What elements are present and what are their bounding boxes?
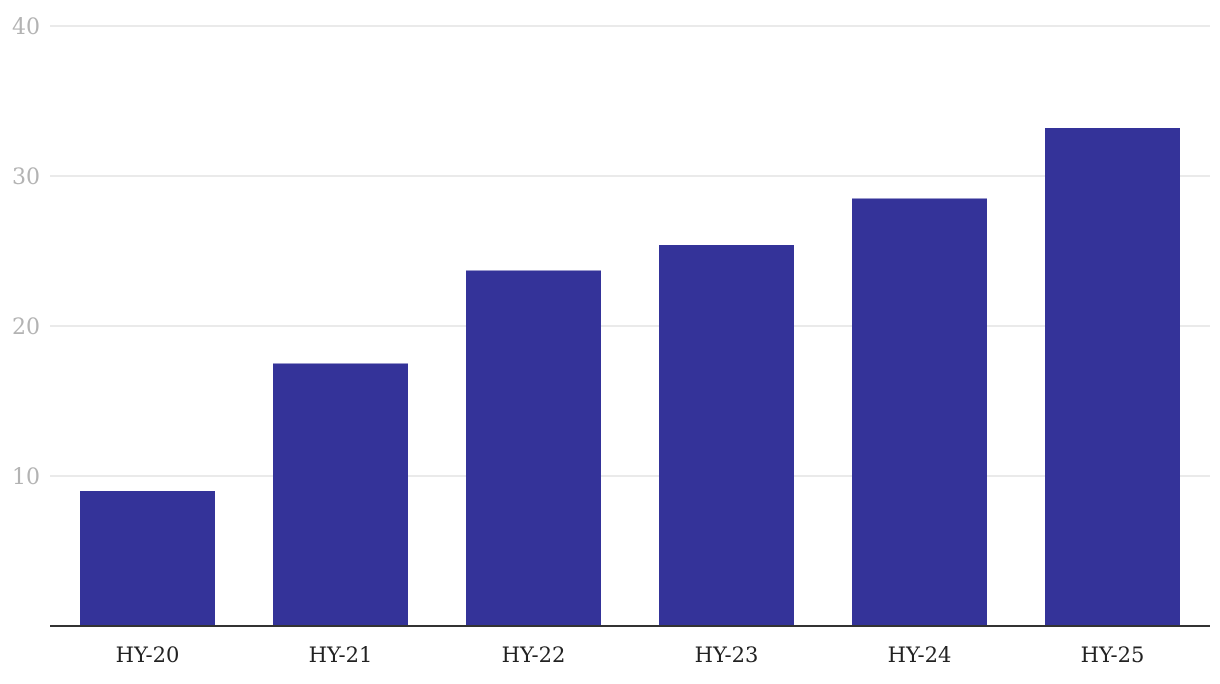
y-tick-label: 40: [12, 15, 40, 40]
x-tick-label: HY-25: [1081, 643, 1145, 667]
x-tick-label: HY-24: [888, 643, 952, 667]
y-axis-tick-labels: 10 20 30 40: [12, 15, 40, 490]
x-tick-label: HY-22: [502, 643, 566, 667]
bar-hy-22: [466, 270, 601, 626]
x-axis-tick-labels: HY-20 HY-21 HY-22 HY-23 HY-24 HY-25: [116, 643, 1145, 667]
y-tick-label: 30: [12, 165, 40, 190]
x-tick-label: HY-23: [695, 643, 759, 667]
y-tick-label: 10: [12, 465, 40, 490]
bar-hy-21: [273, 363, 408, 626]
bar-hy-25: [1045, 128, 1180, 626]
gridlines: [50, 25, 1210, 477]
x-tick-label: HY-20: [116, 643, 180, 667]
bars: [80, 128, 1180, 626]
y-tick-label: 20: [12, 315, 40, 340]
bar-hy-23: [659, 245, 794, 626]
x-tick-label: HY-21: [309, 643, 373, 667]
bar-hy-24: [852, 198, 987, 626]
bar-hy-20: [80, 491, 215, 626]
